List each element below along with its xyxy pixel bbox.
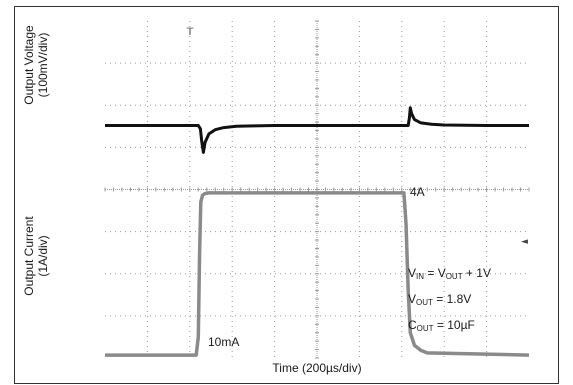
oscilloscope-plot: T◄ (104, 20, 530, 359)
high-current-label: 4A (410, 185, 425, 199)
current-trace (105, 191, 530, 357)
conditions-box: VIN = VOUT + 1V VOUT = 1.8V COUT = 10µF (408, 262, 491, 340)
x-axis-label: Time (200µs/div) (272, 361, 362, 375)
vout-condition: VOUT = 1.8V (408, 292, 472, 307)
low-current-label: 10mA (208, 335, 240, 349)
trigger-marker: T (187, 26, 194, 38)
vin-condition: VIN = VOUT + 1V (408, 266, 491, 281)
level-marker: ◄ (521, 237, 528, 247)
cout-condition: COUT = 10µF (408, 318, 475, 333)
chart-frame: Output Voltage (100mV/div) Output Curren… (14, 6, 559, 384)
voltage-trace (105, 106, 529, 154)
